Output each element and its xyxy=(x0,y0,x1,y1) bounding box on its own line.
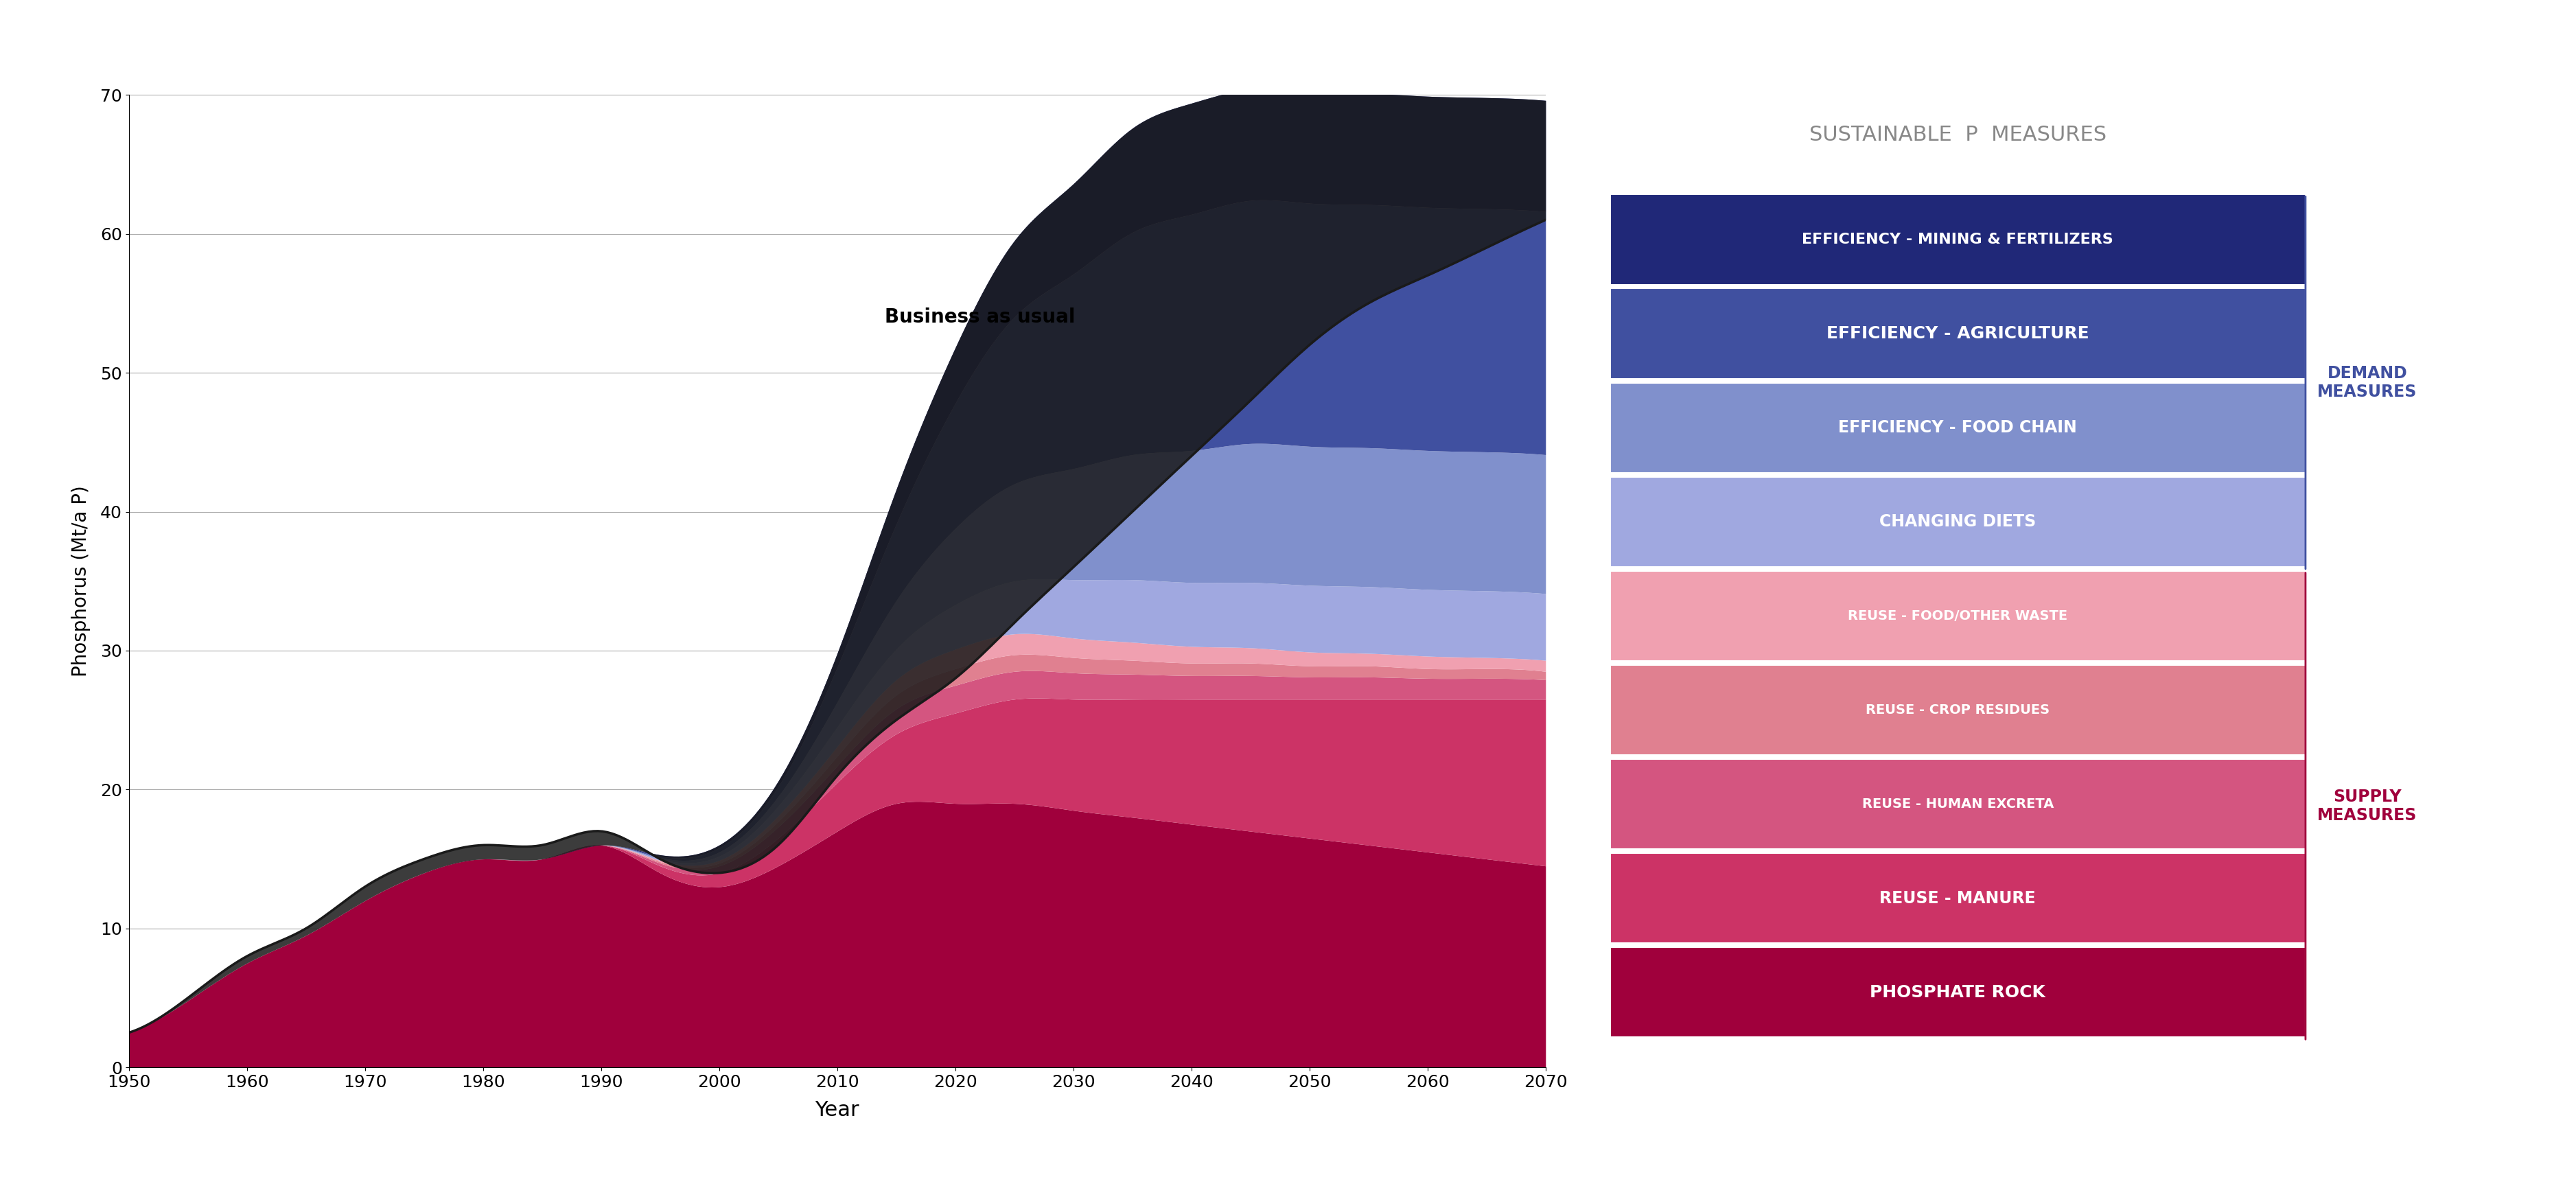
FancyBboxPatch shape xyxy=(1610,948,2306,1038)
FancyBboxPatch shape xyxy=(1610,288,2306,378)
Text: PHOSPHATE ROCK: PHOSPHATE ROCK xyxy=(1870,984,2045,1001)
Text: REUSE - FOOD/OTHER WASTE: REUSE - FOOD/OTHER WASTE xyxy=(1847,610,2069,623)
FancyBboxPatch shape xyxy=(1610,853,2306,943)
Text: EFFICIENCY - FOOD CHAIN: EFFICIENCY - FOOD CHAIN xyxy=(1839,420,2076,436)
Text: REUSE - MANURE: REUSE - MANURE xyxy=(1880,890,2035,906)
Text: REUSE - CROP RESIDUES: REUSE - CROP RESIDUES xyxy=(1865,703,2050,716)
Text: Business as usual: Business as usual xyxy=(884,307,1074,327)
Text: EFFICIENCY - AGRICULTURE: EFFICIENCY - AGRICULTURE xyxy=(1826,325,2089,342)
FancyBboxPatch shape xyxy=(1610,383,2306,473)
Text: SUPPLY
MEASURES: SUPPLY MEASURES xyxy=(2318,789,2416,824)
Text: CHANGING DIETS: CHANGING DIETS xyxy=(1880,514,2035,530)
FancyBboxPatch shape xyxy=(1610,759,2306,849)
FancyBboxPatch shape xyxy=(1610,195,2306,285)
FancyBboxPatch shape xyxy=(1610,665,2306,755)
Text: DEMAND
MEASURES: DEMAND MEASURES xyxy=(2318,365,2416,401)
Y-axis label: Phosphorus (Mt/a P): Phosphorus (Mt/a P) xyxy=(72,485,90,677)
Text: EFFICIENCY - MINING & FERTILIZERS: EFFICIENCY - MINING & FERTILIZERS xyxy=(1803,232,2112,247)
Text: SUSTAINABLE  P  MEASURES: SUSTAINABLE P MEASURES xyxy=(1808,125,2107,145)
Text: REUSE - HUMAN EXCRETA: REUSE - HUMAN EXCRETA xyxy=(1862,797,2053,810)
FancyBboxPatch shape xyxy=(1610,570,2306,661)
FancyBboxPatch shape xyxy=(1610,477,2306,567)
X-axis label: Year: Year xyxy=(814,1101,860,1120)
